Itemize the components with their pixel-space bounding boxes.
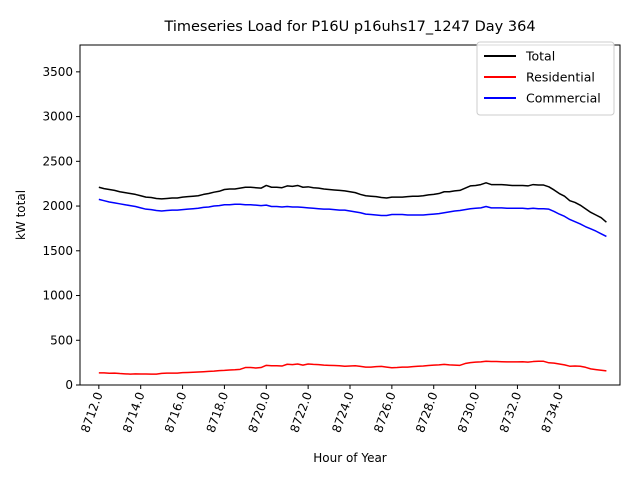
series-line-total	[98, 182, 607, 223]
y-tick-label: 2500	[42, 154, 73, 168]
y-axis-label: kW total	[14, 190, 28, 240]
y-tick-label: 0	[65, 378, 73, 392]
series-line-commercial	[98, 198, 607, 238]
y-axis: 0 500 1000 1500 2000 2500 3000 3500	[42, 65, 80, 392]
y-tick-label: 3000	[42, 110, 73, 124]
legend: Total Residential Commercial	[476, 41, 615, 116]
legend-label-total: Total	[525, 49, 555, 64]
y-tick-label: 500	[50, 333, 73, 347]
chart-title: Timeseries Load for P16U p16uhs17_1247 D…	[163, 19, 535, 35]
y-tick-label: 2000	[42, 199, 73, 213]
series-line-residential	[98, 360, 607, 375]
series-layer	[98, 182, 607, 375]
legend-box	[476, 41, 615, 116]
x-axis-label: Hour of Year	[313, 451, 387, 465]
legend-label-residential: Residential	[526, 70, 595, 85]
y-tick-label: 1500	[42, 244, 73, 258]
legend-label-commercial: Commercial	[526, 91, 601, 106]
y-tick-label: 3500	[42, 65, 73, 79]
y-tick-label: 1000	[42, 289, 73, 303]
